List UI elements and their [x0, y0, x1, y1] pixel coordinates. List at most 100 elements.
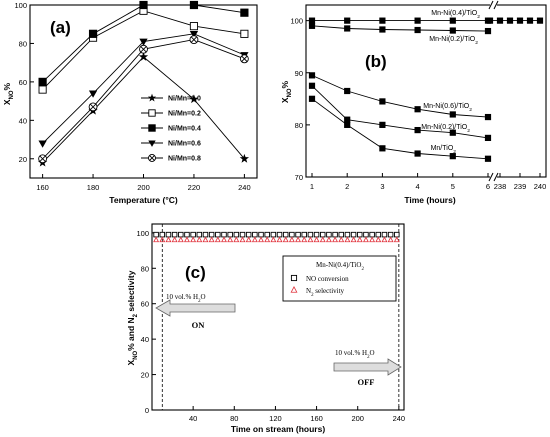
panel-c-frame: [151, 223, 405, 411]
panel-b-series-line: [311, 85, 489, 139]
panel-c-point: [282, 231, 289, 238]
panel-c-point: [375, 231, 382, 238]
panel-c-point: [202, 231, 209, 238]
panel-c-point: [288, 236, 295, 243]
panel-b-xlabel: Time (hours): [404, 195, 455, 205]
panel-c-point: [301, 236, 308, 243]
panel-c-legend-label: NO conversion: [306, 275, 349, 283]
panel-c-point: [282, 236, 289, 243]
panel-c-legend-box: [282, 255, 397, 302]
panel-a-ytick-label: 60: [19, 78, 27, 87]
panel-a-point: [38, 85, 47, 94]
panel-a-xtick-label: 160: [36, 183, 49, 192]
panel-a-ylabel: XNO%: [2, 82, 15, 105]
panel-b-point: [344, 121, 351, 128]
panel-c-ytick-label: 20: [141, 371, 149, 380]
panel-b-ytick-label: 100: [290, 17, 303, 26]
panel-c-point: [357, 231, 363, 238]
panel-a-legend-label: Ni/Mn=0.0: [168, 96, 201, 103]
panel-c-point: [313, 236, 320, 243]
panel-b-ytick-label: 80: [295, 121, 303, 130]
panel-a-ytick-label: 40: [19, 116, 27, 125]
panel-c-point: [159, 231, 166, 238]
panel-c-point: [369, 236, 376, 243]
panel-b-point: [379, 145, 386, 152]
panel-c-xlabel: Time on stream (hours): [231, 424, 325, 434]
panel-b-point: [496, 17, 504, 24]
panel-c-point: [153, 231, 159, 238]
panel-c-legend-label: N2 selectivity: [306, 287, 345, 298]
panel-c-point: [245, 236, 252, 243]
panel-a-legend-marker: [148, 154, 156, 162]
panel-a-point: [239, 153, 250, 163]
panel-a-point: [139, 0, 148, 10]
panel-c-xtick-label: 80: [230, 414, 238, 423]
panel-a-point: [88, 29, 98, 38]
panel-c-point: [196, 236, 203, 243]
panel-c-ytick-label: 0: [145, 406, 149, 415]
panel-c-annotation-text: 10 vol.% H2O: [166, 293, 206, 304]
panel-c-point: [221, 236, 227, 243]
panel-a-xlabel: Temperature (°C): [109, 195, 178, 205]
panel-c-point: [276, 231, 283, 238]
panel-c-point: [258, 231, 264, 238]
panel-a-legend-marker: [148, 124, 156, 132]
panel-b-point: [414, 126, 421, 134]
panel-c-point: [381, 231, 388, 238]
panel-b-point: [344, 87, 351, 95]
panel-c-point: [233, 236, 240, 243]
panel-b-point: [308, 17, 316, 24]
panel-b-series-label: Mn-Ni(0.2)/TiO2: [421, 124, 470, 134]
panel-c-point: [325, 236, 332, 243]
panel-c-point: [393, 236, 400, 243]
panel-b-point: [484, 155, 492, 162]
panel-b-point: [484, 113, 492, 121]
panel-b-xtick-label: 5: [451, 182, 455, 191]
panel-b-point: [484, 27, 492, 35]
panel-c-xtick-label: 40: [189, 414, 197, 423]
panel-c-point: [184, 231, 190, 238]
panel-a-series-line: [42, 56, 245, 163]
panel-b-xtick-label: 240: [534, 182, 547, 191]
panel-b-ylabel: XNO%: [280, 80, 293, 103]
panel-c-point: [344, 231, 351, 238]
panel-c-point: [171, 236, 178, 243]
panel-c-point: [178, 231, 184, 238]
panel-c-arrow-left: [155, 299, 236, 317]
panel-b-xtick-label: 2: [345, 182, 349, 191]
panel-b-point: [449, 129, 456, 136]
panel-b-xtick-label: 1: [310, 182, 314, 191]
panel-a-legend-marker-cross: [149, 155, 155, 161]
panel-c-point: [301, 231, 307, 238]
panel-b-ytick-label: 90: [295, 69, 303, 78]
panel-b-frame: [305, 4, 547, 178]
panel-c-point: [375, 236, 382, 243]
panel-c-point: [196, 231, 203, 238]
panel-c-point: [227, 231, 233, 238]
panel-a-point-cross: [39, 155, 46, 162]
panel-c-point: [184, 236, 190, 243]
panel-c-point: [362, 236, 369, 243]
panel-c-point: [381, 236, 388, 243]
panel-b-point: [308, 72, 316, 79]
panel-a-point: [239, 54, 249, 64]
panel-c-point: [159, 236, 166, 243]
panel-c-point: [356, 236, 363, 243]
panel-b-point: [344, 17, 351, 24]
panel-a-point-cross: [140, 46, 147, 53]
panel-b-point: [308, 95, 316, 102]
panel-b-point: [414, 150, 421, 157]
panel-b-series-line: [311, 98, 489, 160]
panel-b-point: [344, 116, 351, 123]
panel-b-point: [516, 17, 524, 24]
panel-a-point: [189, 0, 199, 10]
panel-b-series-line: [311, 25, 489, 32]
panel-b-point: [308, 22, 316, 29]
panel-b-xtick-label: 6: [486, 182, 490, 191]
panel-c-point: [394, 231, 400, 238]
panel-b-point: [379, 98, 386, 105]
panel-b-point: [526, 17, 534, 24]
panel-c-ytick-label: 60: [141, 300, 149, 309]
panel-a-label: (a): [50, 18, 71, 37]
